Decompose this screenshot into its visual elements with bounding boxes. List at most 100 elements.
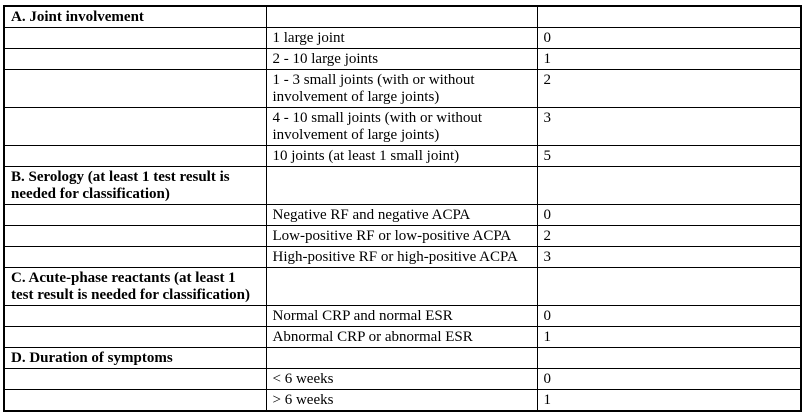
table-row: > 6 weeks 1: [3, 389, 802, 412]
category-cell: [3, 48, 267, 70]
score-cell: 1: [536, 326, 802, 348]
cell-text-line: D. Duration of symptoms: [11, 350, 173, 366]
cell-text-line: involvement of large joints): [272, 89, 440, 105]
cell-text-line: 1 - 3 small joints (with or without: [272, 72, 475, 88]
empty-cell-spacer: [11, 371, 260, 388]
cell-text-line: < 6 weeks: [272, 371, 334, 387]
cell-text-line: 10 joints (at least 1 small joint): [272, 148, 460, 164]
cell-text-line: test result is needed for classification…: [11, 287, 250, 303]
classification-criteria-table: A. Joint involvement 1 large joint 0 2 - 10…: [3, 5, 802, 412]
criterion-cell: High-positive RF or high-positive ACPA: [265, 246, 538, 268]
cell-text-line: C. Acute-phase reactants (at least 1: [11, 270, 236, 286]
table-row: 2 - 10 large joints 1: [3, 48, 802, 70]
cell-text-line: Negative RF and negative ACPA: [272, 207, 471, 223]
cell-text-line: involvement of large joints): [272, 127, 440, 143]
table-row: High-positive RF or high-positive ACPA 3: [3, 246, 802, 268]
table-row: B. Serology (at least 1 test result is ne…: [3, 166, 802, 205]
category-cell: A. Joint involvement: [3, 5, 267, 28]
cell-text-line: 1 large joint: [272, 30, 345, 46]
score-cell: [536, 166, 802, 205]
category-cell: [3, 305, 267, 327]
empty-cell-spacer: [11, 392, 260, 409]
category-cell: C. Acute-phase reactants (at least 1 test…: [3, 267, 267, 306]
criterion-cell: Negative RF and negative ACPA: [265, 204, 538, 226]
empty-cell-spacer: [544, 270, 795, 287]
cell-text-line: A. Joint involvement: [11, 9, 144, 25]
cell-text-line: 0: [543, 207, 552, 223]
cell-text-line: 2: [543, 228, 552, 244]
cell-text-line: 3: [543, 249, 552, 265]
category-cell: [3, 27, 267, 49]
criterion-cell: [265, 347, 538, 369]
empty-cell-spacer: [273, 169, 531, 186]
criterion-cell: 1 - 3 small joints (with or without invol…: [265, 69, 538, 108]
cell-text-line: 2: [543, 72, 552, 88]
empty-cell-spacer: [544, 169, 795, 186]
cell-text-line: > 6 weeks: [272, 392, 334, 408]
criterion-cell: < 6 weeks: [265, 368, 538, 390]
table-row: Negative RF and negative ACPA 0: [3, 204, 802, 226]
criterion-cell: 10 joints (at least 1 small joint): [265, 145, 538, 167]
empty-cell-spacer: [11, 30, 260, 47]
table-row: 1 - 3 small joints (with or without invol…: [3, 69, 802, 108]
cell-text-line: 3: [543, 110, 552, 126]
cell-text-line: 1: [543, 392, 552, 408]
category-cell: [3, 69, 267, 108]
cell-text-line: 5: [543, 148, 552, 164]
criterion-cell: 1 large joint: [265, 27, 538, 49]
table-row: Low-positive RF or low-positive ACPA 2: [3, 225, 802, 247]
table-row: C. Acute-phase reactants (at least 1 test…: [3, 267, 802, 306]
empty-cell-spacer: [11, 148, 260, 165]
score-cell: 3: [536, 107, 802, 146]
cell-text-line: B. Serology (at least 1 test result is: [11, 169, 230, 185]
category-cell: [3, 204, 267, 226]
criterion-cell: 2 - 10 large joints: [265, 48, 538, 70]
category-cell: [3, 225, 267, 247]
category-cell: [3, 326, 267, 348]
score-cell: [536, 267, 802, 306]
score-cell: 5: [536, 145, 802, 167]
empty-cell-spacer: [273, 9, 531, 26]
cell-text-line: Abnormal CRP or abnormal ESR: [272, 329, 473, 345]
cell-text-line: 2 - 10 large joints: [272, 51, 379, 67]
criterion-cell: [265, 5, 538, 28]
table-row: 10 joints (at least 1 small joint) 5: [3, 145, 802, 167]
criterion-cell: [265, 166, 538, 205]
cell-text-line: 0: [543, 371, 552, 387]
cell-text-line: 1: [543, 51, 552, 67]
empty-cell-spacer: [11, 308, 260, 325]
empty-cell-spacer: [544, 9, 795, 26]
criterion-cell: [265, 267, 538, 306]
empty-cell-spacer: [11, 72, 260, 89]
empty-cell-spacer: [273, 270, 531, 287]
cell-text-line: Low-positive RF or low-positive ACPA: [272, 228, 512, 244]
empty-cell-spacer: [11, 110, 260, 127]
category-cell: [3, 389, 267, 412]
criterion-cell: 4 - 10 small joints (with or without invo…: [265, 107, 538, 146]
cell-text-line: 1: [543, 329, 552, 345]
score-cell: 3: [536, 246, 802, 268]
score-cell: 2: [536, 225, 802, 247]
table-row: Abnormal CRP or abnormal ESR 1: [3, 326, 802, 348]
empty-cell-spacer: [11, 228, 260, 245]
empty-cell-spacer: [11, 249, 260, 266]
cell-text-line: 0: [543, 30, 552, 46]
cell-text-line: 0: [543, 308, 552, 324]
criteria-table-body: A. Joint involvement 1 large joint 0 2 - 10…: [3, 5, 802, 412]
category-cell: [3, 368, 267, 390]
score-cell: 2: [536, 69, 802, 108]
cell-text-line: 4 - 10 small joints (with or without: [272, 110, 483, 126]
score-cell: 0: [536, 305, 802, 327]
category-cell: [3, 246, 267, 268]
criterion-cell: > 6 weeks: [265, 389, 538, 412]
cell-text-line: High-positive RF or high-positive ACPA: [272, 249, 518, 265]
score-cell: 1: [536, 389, 802, 412]
score-cell: 0: [536, 204, 802, 226]
table-row: < 6 weeks 0: [3, 368, 802, 390]
table-row: Normal CRP and normal ESR 0: [3, 305, 802, 327]
empty-cell-spacer: [11, 207, 260, 224]
table-row: 4 - 10 small joints (with or without invo…: [3, 107, 802, 146]
table-row: D. Duration of symptoms: [3, 347, 802, 369]
category-cell: [3, 107, 267, 146]
